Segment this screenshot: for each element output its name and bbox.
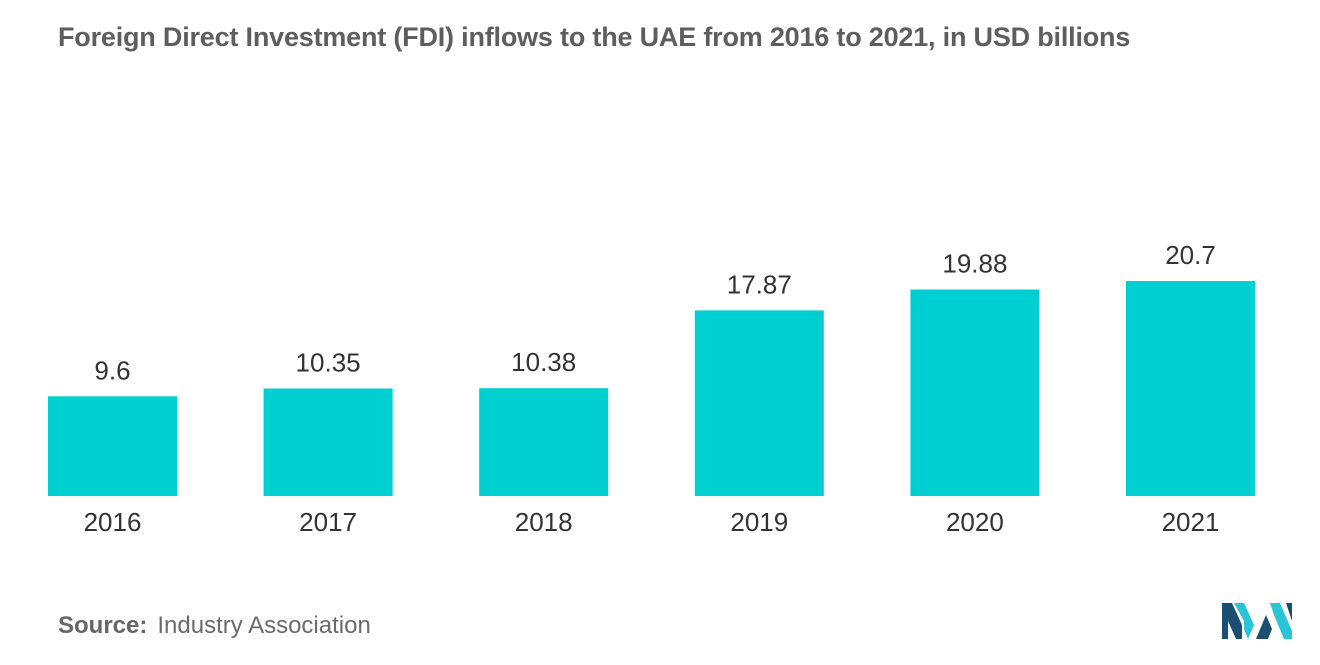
bar-2016 — [48, 396, 177, 496]
source-label: Source: — [58, 612, 148, 639]
logo-right-dark — [1256, 615, 1272, 639]
x-tick-label-2016: 2016 — [84, 507, 142, 537]
logo-left-light — [1234, 603, 1254, 639]
source-text: Industry Association — [157, 612, 371, 639]
logo-left-dark — [1222, 603, 1242, 639]
x-tick-label-2020: 2020 — [946, 507, 1004, 537]
bar-2018 — [479, 388, 609, 496]
bar-chart: 9.6 10.35 10.38 17.87 19.88 20.7 2016 2017 2018… — [48, 240, 1255, 537]
company-logo — [1222, 603, 1292, 639]
value-label-2021: 20.7 — [1165, 240, 1216, 270]
chart-title: Foreign Direct Investment (FDI) inflows … — [58, 22, 1131, 52]
logo-right-end — [1286, 603, 1292, 621]
bar-2017 — [263, 388, 393, 496]
x-tick-label-2018: 2018 — [515, 507, 573, 537]
value-label-2018: 10.38 — [511, 347, 576, 377]
value-label-2019: 17.87 — [727, 269, 792, 299]
x-tick-label-2019: 2019 — [730, 507, 788, 537]
bar-2020 — [910, 289, 1040, 496]
value-label-2017: 10.35 — [296, 348, 361, 378]
bar-2019 — [694, 310, 824, 496]
value-label-2016: 9.6 — [94, 355, 130, 385]
value-label-2020: 19.88 — [942, 249, 1007, 279]
source-note: Source: Industry Association — [58, 612, 371, 640]
bars-group — [48, 281, 1255, 496]
tick-labels-group: 2016 2017 2018 2019 2020 2021 — [84, 507, 1220, 537]
bar-2021 — [1126, 281, 1255, 496]
value-labels-group: 9.6 10.35 10.38 17.87 19.88 20.7 — [94, 240, 1215, 385]
x-tick-label-2017: 2017 — [299, 507, 357, 537]
logo-right-light — [1270, 603, 1292, 639]
x-tick-label-2021: 2021 — [1162, 507, 1220, 537]
